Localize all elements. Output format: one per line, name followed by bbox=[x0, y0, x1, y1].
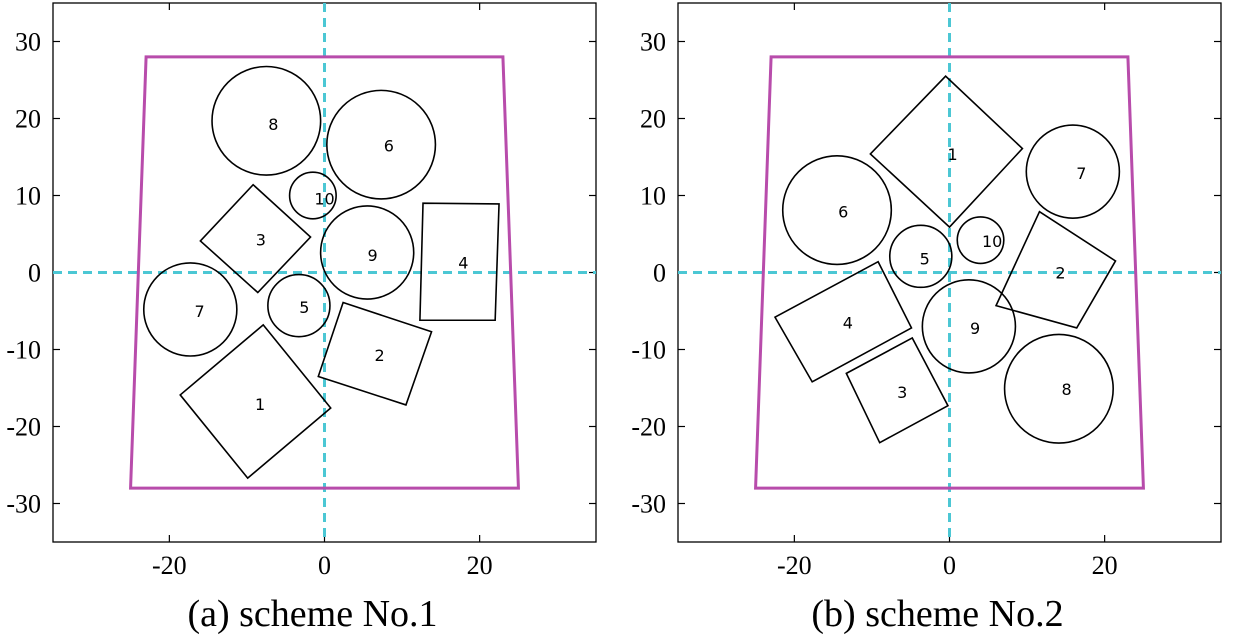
scheme-1-component-9-label: 9 bbox=[368, 246, 378, 265]
scheme-2-panel: -20 0 20 30 20 10 0 -10 -20 -30 1 2 3 4 5 6 7 8 9 10 (b) sc… bbox=[625, 0, 1250, 643]
scheme-1-x-tick-label: -20 bbox=[152, 551, 187, 580]
scheme-1-component-4-label: 4 bbox=[458, 253, 468, 272]
scheme-2-component-7-label: 7 bbox=[1076, 164, 1086, 183]
scheme-2-y-tick-label: -30 bbox=[631, 490, 666, 519]
scheme-2-y-tick-label: -10 bbox=[631, 336, 666, 365]
scheme-1-component-9-circle bbox=[319, 205, 415, 300]
scheme-2-component-5-label: 5 bbox=[920, 250, 930, 269]
scheme-1-component-4-rect bbox=[419, 202, 500, 322]
scheme-2-component-5-circle bbox=[888, 224, 953, 289]
scheme-1-component-8-label: 8 bbox=[268, 115, 278, 134]
scheme-1-y-tick-label: -20 bbox=[6, 413, 41, 442]
scheme-2-component-8-circle bbox=[1003, 333, 1114, 444]
scheme-1-y-tick-label: -10 bbox=[6, 336, 41, 365]
scheme-2-y-tick-label: -20 bbox=[631, 413, 666, 442]
scheme-1-component-8-circle bbox=[211, 65, 322, 176]
scheme-1-component-2-label: 2 bbox=[374, 346, 384, 365]
scheme-2-x-tick-label: 0 bbox=[943, 551, 956, 580]
scheme-2-y-tick-label: 10 bbox=[640, 182, 666, 211]
scheme-2-x-tick-label: 20 bbox=[1092, 551, 1118, 580]
scheme-1-component-1-rect bbox=[179, 323, 332, 480]
scheme-1-y-tick-label: -30 bbox=[6, 490, 41, 519]
scheme-1-component-7-label: 7 bbox=[195, 302, 205, 321]
scheme-2-component-2-rect bbox=[994, 210, 1117, 329]
scheme-1-component-2-rect bbox=[317, 301, 433, 406]
scheme-1-y-tick-label: 0 bbox=[28, 259, 41, 288]
scheme-1-y-tick-label: 30 bbox=[15, 28, 41, 57]
scheme-2-boundary-trapezoid bbox=[754, 55, 1145, 490]
scheme-2-component-9-label: 9 bbox=[970, 319, 980, 338]
scheme-1-caption: (a) scheme No.1 bbox=[187, 593, 438, 635]
scheme-1-component-5-circle bbox=[267, 273, 331, 338]
scheme-2-component-4-label: 4 bbox=[843, 314, 853, 333]
scheme-2-component-9-circle bbox=[921, 279, 1017, 374]
scheme-2-y-tick-label: 20 bbox=[640, 105, 666, 134]
scheme-2-component-6-circle bbox=[781, 155, 893, 266]
scheme-1-component-10-circle bbox=[288, 171, 337, 220]
scheme-1-component-3-label: 3 bbox=[256, 230, 266, 249]
scheme-2-component-1-label: 1 bbox=[948, 145, 958, 164]
scheme-2-component-1-rect bbox=[869, 75, 1024, 229]
scheme-1-component-1-label: 1 bbox=[255, 395, 265, 414]
scheme-2-component-2-label: 2 bbox=[1055, 264, 1065, 283]
scheme-1-component-3-rect bbox=[199, 183, 312, 294]
scheme-1-component-6-circle bbox=[326, 89, 437, 200]
scheme-1-y-tick-label: 10 bbox=[15, 182, 41, 211]
scheme-2-component-6-label: 6 bbox=[838, 203, 848, 222]
scheme-1-plot: -20 0 20 30 20 10 0 -10 -20 -30 1 2 3 4 5 6 7 8 9 10 bbox=[6, 2, 597, 580]
scheme-2-component-7-circle bbox=[1025, 124, 1121, 219]
scheme-1-component-5-label: 5 bbox=[299, 298, 309, 317]
scheme-2-component-8-label: 8 bbox=[1062, 380, 1072, 399]
scheme-1-y-tick-label: 20 bbox=[15, 105, 41, 134]
scheme-2-component-10-circle bbox=[956, 216, 1005, 265]
scheme-1-component-10-label: 10 bbox=[314, 190, 334, 209]
scheme-1-panel: -20 0 20 30 20 10 0 -10 -20 -30 1 2 3 4 5 6 7 8 9 10 (a) sc… bbox=[6, 2, 597, 635]
scheme-2-plot: -20 0 20 30 20 10 0 -10 -20 -30 1 2 3 4 5 6 7 8 9 10 bbox=[631, 2, 1222, 580]
scheme-2-component-3-rect bbox=[845, 336, 950, 444]
scheme-2-component-3-label: 3 bbox=[897, 383, 907, 402]
scheme-2-y-tick-label: 30 bbox=[640, 28, 666, 57]
scheme-1-boundary-trapezoid bbox=[129, 55, 520, 490]
scheme-2-component-10-label: 10 bbox=[982, 232, 1002, 251]
scheme-2-y-tick-label: 0 bbox=[653, 259, 666, 288]
scheme-1-x-tick-label: 20 bbox=[467, 551, 493, 580]
scheme-1-component-7-circle bbox=[142, 262, 238, 357]
scheme-1-component-6-label: 6 bbox=[384, 136, 394, 155]
scheme-2-x-tick-label: -20 bbox=[777, 551, 812, 580]
scheme-1-x-tick-label: 0 bbox=[318, 551, 331, 580]
scheme-2-caption: (b) scheme No.2 bbox=[811, 593, 1064, 635]
scheme-2-component-4-rect bbox=[773, 260, 913, 383]
